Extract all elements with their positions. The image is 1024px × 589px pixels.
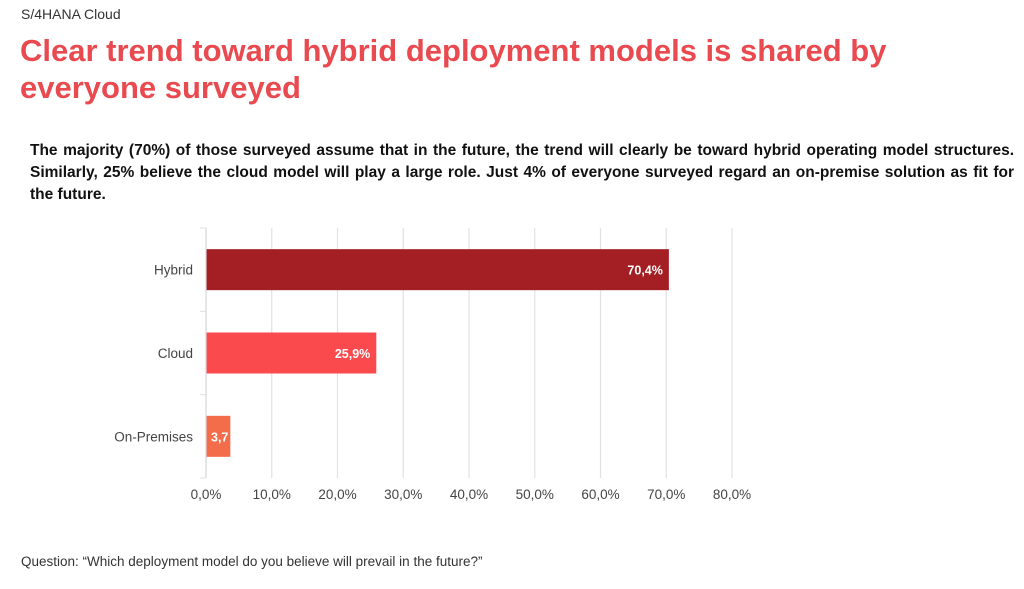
page-title: Clear trend toward hybrid deployment mod…	[20, 33, 887, 105]
x-tick-label: 30,0%	[384, 487, 422, 502]
x-tick-label: 70,0%	[647, 487, 685, 502]
x-tick-label: 0,0%	[191, 487, 222, 502]
survey-question-footnote: Question: “Which deployment model do you…	[21, 554, 483, 569]
bar-hybrid	[206, 249, 669, 291]
category-label: Hybrid	[154, 263, 193, 278]
supertitle: S/4HANA Cloud	[21, 6, 121, 22]
x-tick-label: 60,0%	[581, 487, 619, 502]
description-text: The majority (70%) of those surveyed ass…	[30, 142, 1014, 203]
data-label: 3,7	[211, 430, 228, 444]
data-label: 25,9%	[335, 347, 370, 361]
category-label: Cloud	[158, 346, 193, 361]
x-tick-label: 80,0%	[713, 487, 751, 502]
data-label: 70,4%	[627, 264, 662, 278]
category-label: On-Premises	[114, 429, 193, 444]
bar-on-premises	[206, 415, 231, 457]
bar-cloud	[206, 332, 377, 374]
x-tick-label: 40,0%	[450, 487, 488, 502]
x-tick-label: 10,0%	[253, 487, 291, 502]
x-tick-label: 50,0%	[516, 487, 554, 502]
x-tick-label: 20,0%	[318, 487, 356, 502]
